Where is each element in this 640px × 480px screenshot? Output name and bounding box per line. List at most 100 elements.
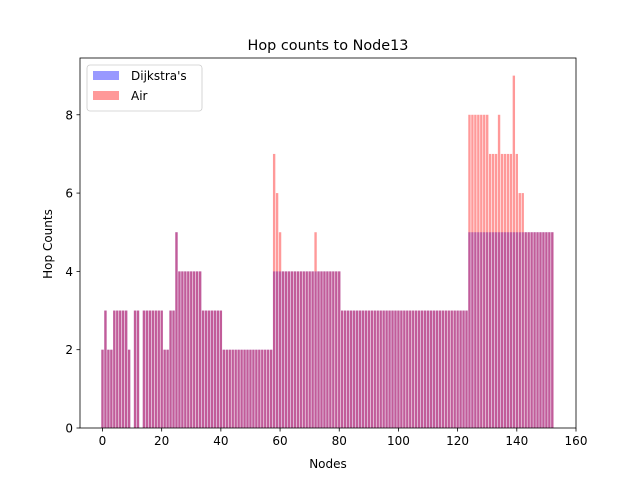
bar-air-50 [249,349,252,428]
bar-dijkstra-1 [104,310,107,428]
bar-dijkstra-114 [438,310,442,428]
bar-air-95 [382,310,385,428]
bar-dijkstra-106 [415,310,418,428]
bar-dijkstra-113 [435,310,439,428]
bar-air-74 [320,271,323,428]
bar-air-99 [394,310,397,428]
bar-dijkstra-16 [148,310,152,428]
bar-air-80 [338,271,341,428]
bar-air-90 [367,310,371,428]
bar-air-20 [160,310,163,428]
bar-dijkstra-138 [509,232,513,428]
bar-dijkstra-14 [142,310,146,428]
bar-dijkstra-54 [261,349,264,428]
bar-air-53 [258,349,261,428]
bar-dijkstra-98 [391,310,394,428]
bar-air-0 [101,349,104,428]
bar-dijkstra-136 [503,232,507,428]
bar-air-5 [116,310,119,428]
bar-air-92 [373,310,376,428]
bar-dijkstra-97 [388,310,391,428]
bar-air-8 [124,310,128,428]
bar-air-52 [255,349,258,428]
bar-dijkstra-92 [373,310,376,428]
bar-dijkstra-50 [249,349,252,428]
bar-air-60 [278,232,282,428]
bar-air-144 [527,232,530,428]
bar-dijkstra-76 [326,271,329,428]
bar-air-27 [181,271,184,428]
bar-air-38 [213,310,217,428]
bar-dijkstra-59 [275,271,279,428]
bar-dijkstra-147 [536,232,539,428]
bar-dijkstra-77 [329,271,332,428]
bar-dijkstra-74 [320,271,323,428]
bar-dijkstra-112 [432,310,436,428]
bar-air-100 [397,310,400,428]
bar-air-6 [119,310,122,428]
bar-air-91 [370,310,373,428]
bar-dijkstra-88 [361,310,365,428]
bar-air-31 [193,271,196,428]
bar-air-122 [462,310,465,428]
bar-dijkstra-129 [483,232,486,428]
bar-dijkstra-62 [284,271,288,428]
bar-air-83 [346,310,350,428]
bar-air-107 [417,310,421,428]
bar-air-116 [444,310,447,428]
bar-air-7 [122,310,125,428]
bar-dijkstra-132 [491,232,495,428]
bar-dijkstra-80 [338,271,341,428]
bar-dijkstra-84 [349,310,353,428]
bar-dijkstra-69 [305,271,308,428]
bar-dijkstra-67 [299,271,302,428]
axes-layer: 0 20 40 60 80 100 120 140 160 0 2 4 6 8 [65,57,587,448]
bar-air-9 [127,349,131,428]
bar-dijkstra-78 [332,271,335,428]
bar-dijkstra-12 [136,310,140,428]
bar-dijkstra-95 [382,310,385,428]
y-axis-label: Hop Counts [41,209,55,279]
bar-dijkstra-23 [169,310,172,428]
bar-air-22 [166,349,169,428]
bar-air-54 [261,349,264,428]
bar-air-104 [409,310,412,428]
bar-dijkstra-18 [154,310,157,428]
chart-title: Hop counts to Node13 [248,38,409,54]
bar-dijkstra-27 [181,271,184,428]
bar-air-1 [104,310,107,428]
bar-dijkstra-61 [281,271,285,428]
bar-dijkstra-24 [172,310,175,428]
bar-air-87 [358,310,362,428]
bar-dijkstra-64 [290,271,294,428]
bar-dijkstra-87 [358,310,362,428]
bar-dijkstra-152 [551,232,554,428]
bar-air-34 [201,310,205,428]
bar-air-132 [491,153,495,429]
bar-air-55 [264,349,267,428]
bar-air-108 [420,310,424,428]
bar-air-140 [515,153,518,429]
bar-dijkstra-102 [403,310,406,428]
bar-air-130 [486,114,489,428]
bar-air-43 [228,349,231,428]
y-tick-label: 4 [65,265,73,279]
bar-air-128 [480,114,483,428]
bar-dijkstra-105 [412,310,415,428]
bar-dijkstra-89 [364,310,368,428]
bar-dijkstra-26 [178,271,181,428]
bar-dijkstra-137 [506,232,510,428]
bar-dijkstra-140 [515,232,518,428]
bar-air-69 [305,271,308,428]
y-tick-label: 8 [65,108,73,122]
bar-air-21 [163,349,166,428]
bar-dijkstra-44 [231,349,234,428]
bar-air-139 [512,75,516,428]
bar-dijkstra-70 [308,271,311,428]
bar-air-134 [497,114,501,428]
x-tick-label: 0 [99,434,107,448]
bar-dijkstra-146 [533,232,536,428]
bar-air-113 [435,310,439,428]
bar-air-114 [438,310,442,428]
bar-dijkstra-101 [400,310,403,428]
